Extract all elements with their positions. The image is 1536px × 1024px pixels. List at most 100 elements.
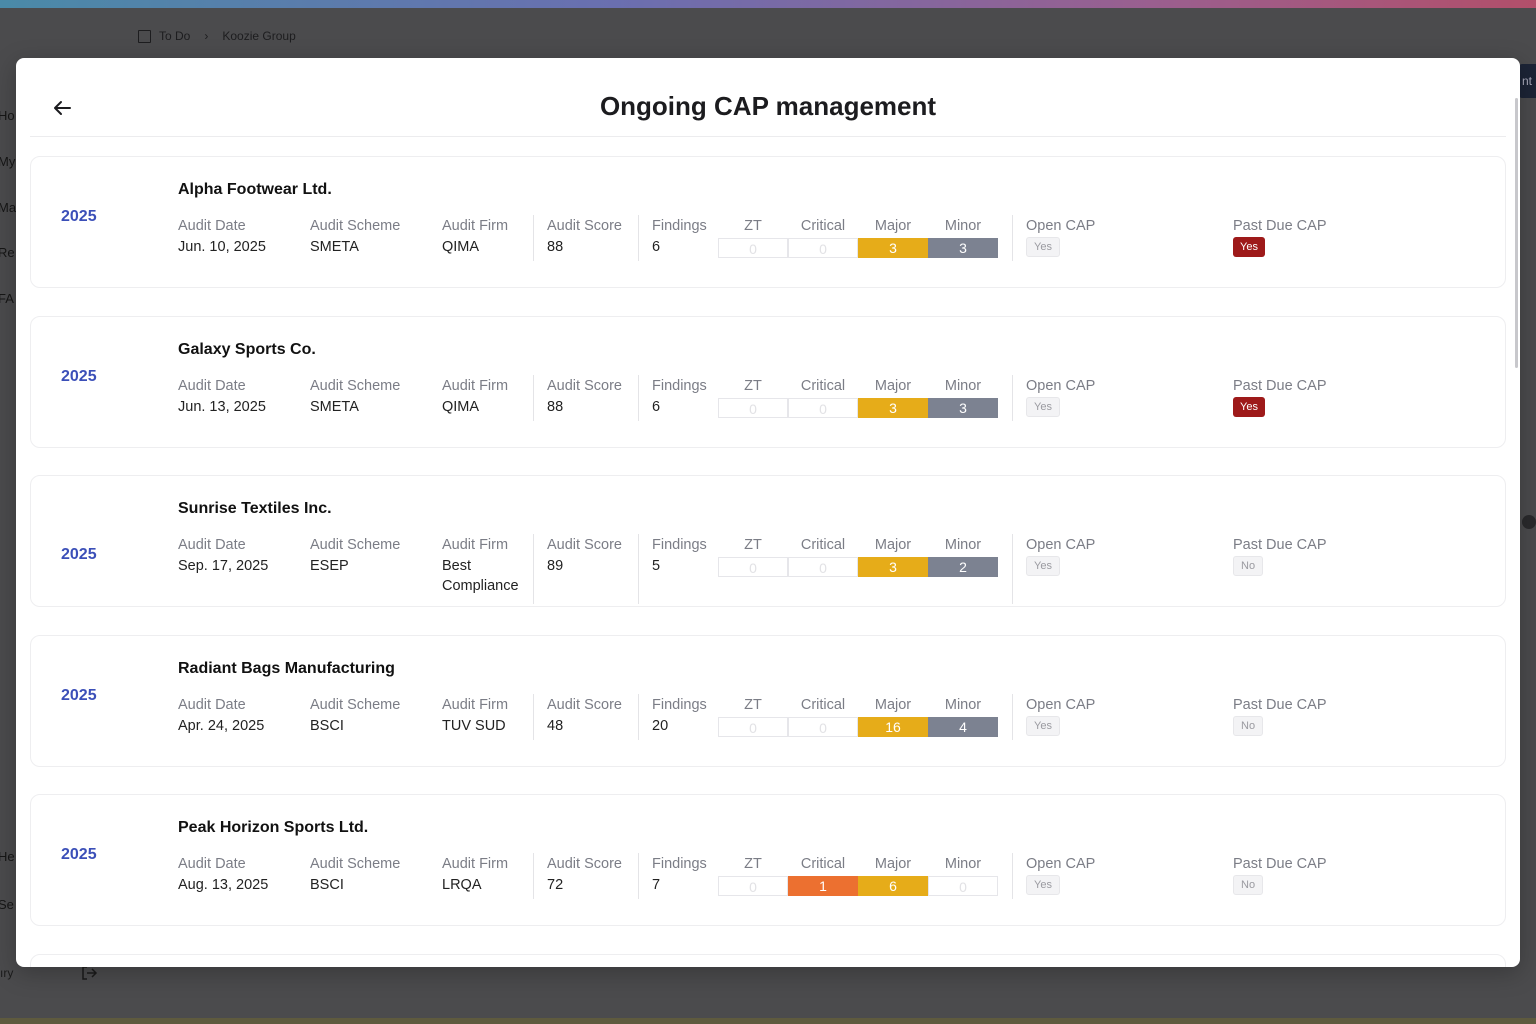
findings-label: Findings: [652, 697, 707, 713]
minor-count-segment: 0: [928, 876, 998, 896]
audit-date-field: Audit Date Aug. 13, 2025: [178, 856, 268, 895]
column-divider: [1012, 215, 1013, 261]
audit-card[interactable]: 2025 Sunrise Textiles Inc. Audit Date Se…: [30, 475, 1506, 607]
column-divider: [638, 853, 639, 899]
major-count-segment: 16: [858, 717, 928, 737]
sidebar-item-fragment[interactable]: He: [0, 849, 15, 864]
minor-count-segment: 4: [928, 717, 998, 737]
audit-card[interactable]: 2025 Radiant Bags Manufacturing Audit Da…: [30, 635, 1506, 767]
minor-header: Minor: [944, 378, 982, 394]
scrollbar[interactable]: [1515, 98, 1518, 368]
zt-header: ZT: [744, 697, 762, 713]
sidebar-item-fragment[interactable]: Se: [0, 897, 14, 912]
audit-date-value: Apr. 24, 2025: [178, 718, 265, 734]
supplier-name[interactable]: Galaxy Sports Co.: [178, 341, 316, 358]
open-cap-label: Open CAP: [1026, 378, 1096, 394]
critical-header: Critical: [800, 537, 846, 553]
major-count-segment: 3: [858, 238, 928, 258]
sidebar-item-fragment[interactable]: FA: [0, 291, 14, 306]
findings-value: 5: [652, 558, 661, 574]
back-arrow-icon[interactable]: [50, 96, 74, 120]
audit-scheme-value: ESEP: [310, 558, 349, 574]
open-cap-label: Open CAP: [1026, 218, 1096, 234]
sidebar-item-fragment[interactable]: Ma: [0, 200, 17, 215]
audit-card[interactable]: 2025 Peak Horizon Sports Ltd. Audit Date…: [30, 794, 1506, 926]
supplier-name[interactable]: Peak Horizon Sports Ltd.: [178, 819, 369, 836]
open-cap-field: Open CAP: [1026, 218, 1095, 234]
column-divider: [638, 215, 639, 261]
open-cap-field: Open CAP: [1026, 697, 1095, 713]
findings-label: Findings: [652, 856, 707, 872]
column-divider: [533, 694, 534, 740]
supplier-name[interactable]: Radiant Bags Manufacturing: [178, 660, 395, 677]
audit-scheme-value: BSCI: [310, 718, 344, 734]
audit-firm-value: QIMA: [442, 399, 480, 415]
audit-card[interactable]: [30, 954, 1506, 967]
audit-score-value: 48: [547, 718, 564, 734]
supplier-name[interactable]: Sunrise Textiles Inc.: [178, 500, 332, 517]
audit-firm-label: Audit Firm: [442, 856, 509, 872]
audit-year: 2025: [61, 208, 97, 225]
major-count-segment: 3: [858, 398, 928, 418]
logout-icon[interactable]: [80, 964, 98, 982]
minor-count-segment: 3: [928, 238, 998, 258]
open-cap-badge: Yes: [1026, 875, 1060, 895]
audit-score-label: Audit Score: [547, 378, 622, 394]
minor-header: Minor: [944, 856, 982, 872]
audit-firm-field: Audit Firm Best Compliance: [442, 537, 528, 596]
audit-scheme-label: Audit Scheme: [310, 218, 401, 234]
audit-score-field: Audit Score 88: [547, 218, 622, 257]
minor-count-segment: 2: [928, 557, 998, 577]
audit-firm-field: Audit Firm LRQA: [442, 856, 528, 895]
supplier-name[interactable]: Alpha Footwear Ltd.: [178, 181, 332, 198]
past-due-cap-field: Past Due CAP: [1233, 378, 1327, 394]
sidebar-item-fragment[interactable]: Ho: [0, 108, 15, 123]
sidebar-item-fragment[interactable]: Re: [0, 245, 15, 260]
audit-score-field: Audit Score 89: [547, 537, 622, 576]
past-due-cap-badge: Yes: [1233, 397, 1265, 417]
column-divider: [638, 694, 639, 740]
audit-year: 2025: [61, 546, 97, 563]
audit-date-label: Audit Date: [178, 218, 246, 234]
audit-card[interactable]: 2025 Alpha Footwear Ltd. Audit Date Jun.…: [30, 156, 1506, 288]
column-divider: [533, 534, 534, 604]
audit-year: 2025: [61, 368, 97, 385]
column-divider: [533, 375, 534, 421]
minor-header: Minor: [944, 218, 982, 234]
audit-scheme-value: SMETA: [310, 399, 359, 415]
major-header: Major: [874, 856, 912, 872]
past-due-cap-badge: No: [1233, 556, 1264, 576]
column-divider: [533, 853, 534, 899]
zt-count-segment: 0: [718, 876, 788, 896]
audit-year: 2025: [61, 687, 97, 704]
sidebar-item-fragment[interactable]: My: [0, 154, 16, 169]
findings-value: 20: [652, 718, 669, 734]
minor-count-segment: 3: [928, 398, 998, 418]
breadcrumb-root[interactable]: To Do: [159, 29, 191, 43]
zt-count-segment: 0: [718, 557, 788, 577]
findings-label: Findings: [652, 218, 707, 234]
critical-count-segment: 0: [788, 238, 858, 258]
audit-scheme-label: Audit Scheme: [310, 537, 401, 553]
past-due-cap-badge: No: [1233, 875, 1264, 895]
past-due-cap-badge: Yes: [1233, 237, 1265, 257]
open-cap-label: Open CAP: [1026, 697, 1096, 713]
background-text-fragment: ıry: [0, 966, 14, 980]
audit-card[interactable]: 2025 Galaxy Sports Co. Audit Date Jun. 1…: [30, 316, 1506, 448]
audit-score-field: Audit Score 48: [547, 697, 622, 736]
findings-field: Findings 20: [652, 697, 707, 736]
audit-date-value: Sep. 17, 2025: [178, 558, 269, 574]
column-divider: [638, 375, 639, 421]
past-due-cap-field: Past Due CAP: [1233, 218, 1327, 234]
findings-field: Findings 5: [652, 537, 707, 576]
findings-value: 6: [652, 239, 661, 255]
audit-date-value: Jun. 10, 2025: [178, 239, 266, 255]
background-button-fragment[interactable]: nt: [1519, 64, 1536, 98]
column-divider: [1012, 534, 1013, 604]
open-cap-badge: Yes: [1026, 716, 1060, 736]
past-due-cap-label: Past Due CAP: [1233, 697, 1327, 713]
open-cap-field: Open CAP: [1026, 537, 1095, 553]
audit-score-value: 88: [547, 239, 564, 255]
audit-date-value: Jun. 13, 2025: [178, 399, 266, 415]
audit-score-value: 88: [547, 399, 564, 415]
